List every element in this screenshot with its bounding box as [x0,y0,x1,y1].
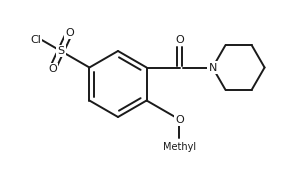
Text: Methyl: Methyl [163,142,196,152]
Text: S: S [57,46,65,56]
Text: O: O [175,35,184,45]
Text: N: N [208,62,217,73]
Text: Cl: Cl [30,35,41,45]
Text: N: N [208,62,217,73]
Text: O: O [65,28,74,38]
Text: O: O [175,115,184,125]
Text: O: O [48,64,57,74]
